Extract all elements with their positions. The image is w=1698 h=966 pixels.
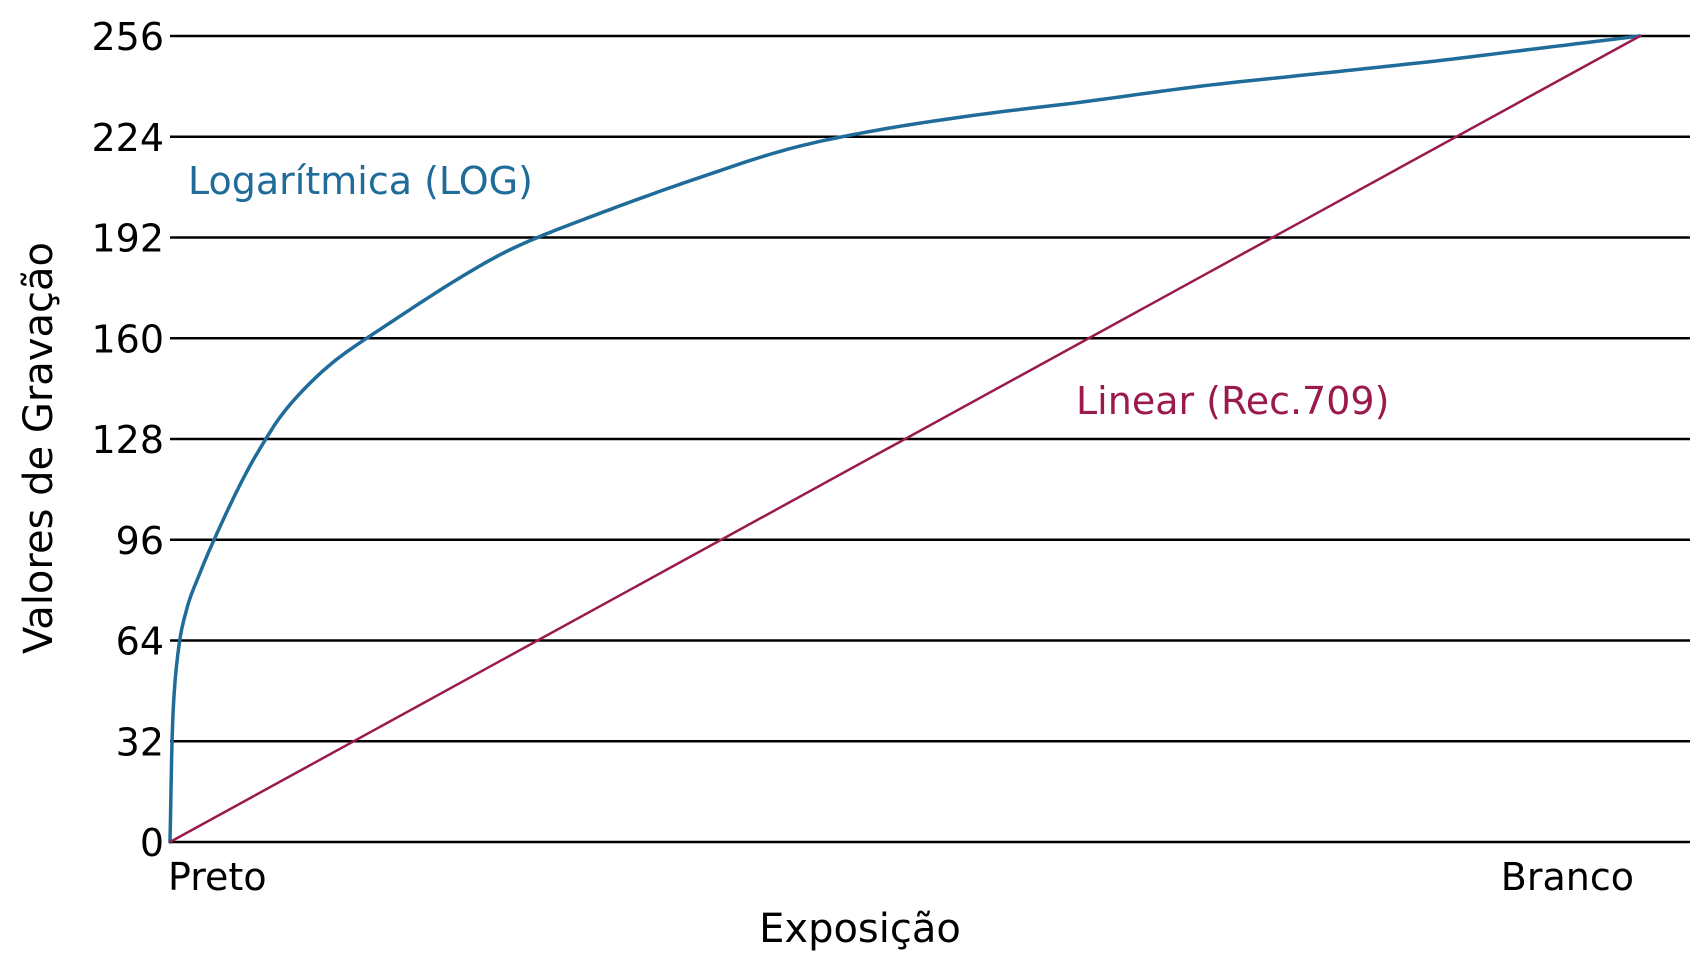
y-tick-label-128: 128 [91,418,164,462]
series-label-linear: Linear (Rec.709) [1076,379,1389,423]
x-start-label: Preto [168,855,267,899]
y-tick-labels: 0 32 64 96 128 160 192 224 256 [91,15,164,865]
y-tick-label-192: 192 [91,217,164,261]
label-layer: Logarítmica (LOG) Linear (Rec.709) Preto… [16,159,1634,952]
series-label-log: Logarítmica (LOG) [188,159,533,203]
y-tick-label-64: 64 [116,620,164,664]
y-tick-label-160: 160 [91,317,164,361]
x-axis-title: Exposição [759,906,961,952]
y-tick-label-32: 32 [116,720,164,764]
y-tick-label-0: 0 [140,821,164,865]
series-line-linear [168,34,1642,844]
series-line-log [168,34,1642,844]
y-tick-label-224: 224 [91,116,164,160]
y-tick-label-96: 96 [116,519,164,563]
y-tick-label-256: 256 [91,15,164,59]
grid-layer [170,34,1690,844]
y-axis-title: Valores de Gravação [16,242,62,654]
x-end-label: Branco [1501,855,1634,899]
series-layer [168,34,1642,844]
